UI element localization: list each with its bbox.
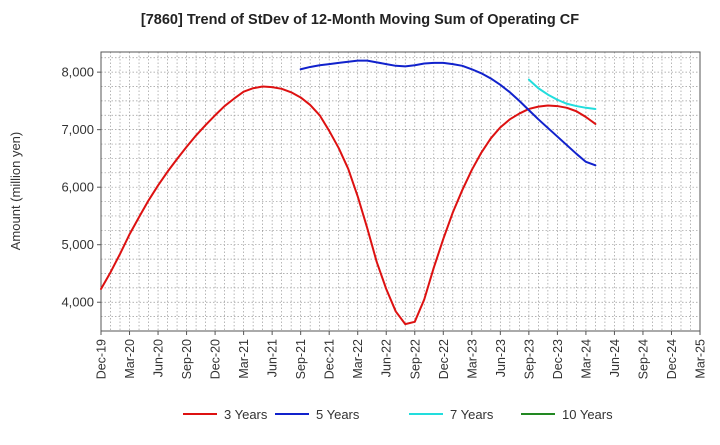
y-tick-label: 4,000 xyxy=(61,295,94,310)
x-tick-label: Jun-20 xyxy=(152,339,166,377)
x-tick-label: Dec-24 xyxy=(665,339,679,379)
series-line-3-years xyxy=(100,85,597,326)
x-tick-label: Mar-20 xyxy=(123,339,137,379)
x-tick-label: Dec-20 xyxy=(209,339,223,379)
y-tick-label: 6,000 xyxy=(61,180,94,195)
x-tick-label: Dec-21 xyxy=(323,339,337,379)
y-tick-label: 5,000 xyxy=(61,237,94,252)
chart-title: [7860] Trend of StDev of 12-Month Moving… xyxy=(141,12,579,28)
legend-label-3-years: 3 Years xyxy=(224,407,268,422)
series-line-5-years xyxy=(299,59,597,167)
x-tick-label: Jun-21 xyxy=(266,339,280,377)
x-tick-label: Dec-19 xyxy=(95,339,109,379)
legend-label-7-years: 7 Years xyxy=(450,407,494,422)
y-tick-label: 8,000 xyxy=(61,65,94,80)
x-tick-label: Sep-21 xyxy=(294,339,308,379)
x-tick-label: Mar-23 xyxy=(465,339,479,379)
y-axis-label: Amount (million yen) xyxy=(8,132,23,251)
axis-layer: 4,000 5,000 6,000 7,000 8,000 Dec-19 Mar-20 Jun… xyxy=(61,65,707,380)
series-layer xyxy=(100,59,597,326)
x-tick-label: Jun-22 xyxy=(380,339,394,377)
legend-label-5-years: 5 Years xyxy=(316,407,360,422)
x-tick-label: Mar-24 xyxy=(579,339,593,379)
legend: 3 Years 5 Years 7 Years 10 Years xyxy=(183,407,613,422)
x-tick-label: Mar-25 xyxy=(694,339,708,379)
x-tick-label: Dec-22 xyxy=(437,339,451,379)
x-tick-label: Sep-24 xyxy=(636,339,650,379)
x-tick-label: Jun-24 xyxy=(608,339,622,377)
y-tick-label: 7,000 xyxy=(61,122,94,137)
x-tick-label: Mar-22 xyxy=(351,339,365,379)
x-tick-label: Sep-23 xyxy=(522,339,536,379)
grid-layer xyxy=(100,51,701,332)
series-line-7-years xyxy=(527,78,597,110)
x-tick-label: Sep-20 xyxy=(180,339,194,379)
legend-label-10-years: 10 Years xyxy=(562,407,613,422)
plot-area xyxy=(101,52,700,331)
x-tick-label: Dec-23 xyxy=(551,339,565,379)
x-tick-label: Jun-23 xyxy=(494,339,508,377)
plot-border xyxy=(100,51,701,332)
x-tick-label: Sep-22 xyxy=(408,339,422,379)
x-tick-label: Mar-21 xyxy=(237,339,251,379)
